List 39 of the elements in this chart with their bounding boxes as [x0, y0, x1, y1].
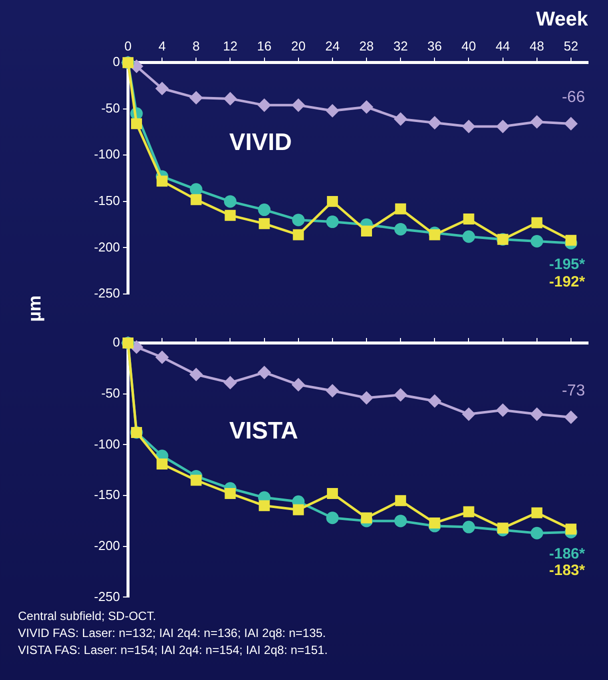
data-label: -73 — [562, 382, 586, 400]
x-tick-label: 24 — [325, 38, 340, 54]
text: VISTA — [229, 418, 298, 445]
x-tick-label: 20 — [291, 38, 306, 54]
y-tick-label: 0 — [112, 334, 120, 350]
x-tick-label: 28 — [359, 38, 374, 54]
data-label: -195* — [549, 256, 586, 274]
y-tick-label: -250 — [94, 286, 120, 301]
y-tick-label: -150 — [94, 487, 120, 502]
x-tick-label: 36 — [427, 38, 442, 54]
data-label: -66 — [562, 89, 586, 106]
y-tick-label: -50 — [101, 100, 120, 116]
x-tick-label: 32 — [393, 38, 408, 54]
data-label: -186* — [549, 545, 586, 562]
text: VIVID FAS: Laser: n=132; IAI 2q4: n=136; IAI 2q8: n=135. — [18, 625, 327, 642]
x-tick-label: 12 — [222, 38, 238, 54]
x-tick-label: 44 — [496, 38, 510, 54]
y-tick-label: -200 — [94, 538, 120, 553]
data-label: -183* — [549, 562, 586, 580]
text: VIVID — [229, 129, 292, 156]
y-tick-label: -150 — [94, 193, 120, 208]
text: VISTA FAS: Laser: n=154; IAI 2q4: n=154; IAI 2q8: n=151. — [18, 642, 329, 659]
y-tick-label: 0 — [112, 54, 120, 70]
y-tick-label: -50 — [101, 385, 120, 400]
x-tick-label: 16 — [257, 38, 272, 54]
x-tick-label: 52 — [564, 38, 578, 54]
x-tick-label: 0 — [124, 38, 132, 54]
x-tick-label: 8 — [192, 38, 200, 54]
y-tick-label: -200 — [94, 239, 120, 254]
y-tick-label: -100 — [94, 436, 120, 452]
x-tick-label: 4 — [158, 38, 166, 54]
data-label: -192* — [549, 273, 586, 290]
x-axis-title: Week — [536, 8, 589, 31]
y-axis-title: µm — [24, 295, 46, 322]
y-tick-label: -250 — [94, 588, 120, 604]
y-tick-label: -100 — [94, 146, 120, 162]
text: Central subfield; SD-OCT. — [18, 608, 158, 625]
x-tick-label: 48 — [530, 38, 544, 54]
x-tick-label: 40 — [462, 38, 476, 54]
